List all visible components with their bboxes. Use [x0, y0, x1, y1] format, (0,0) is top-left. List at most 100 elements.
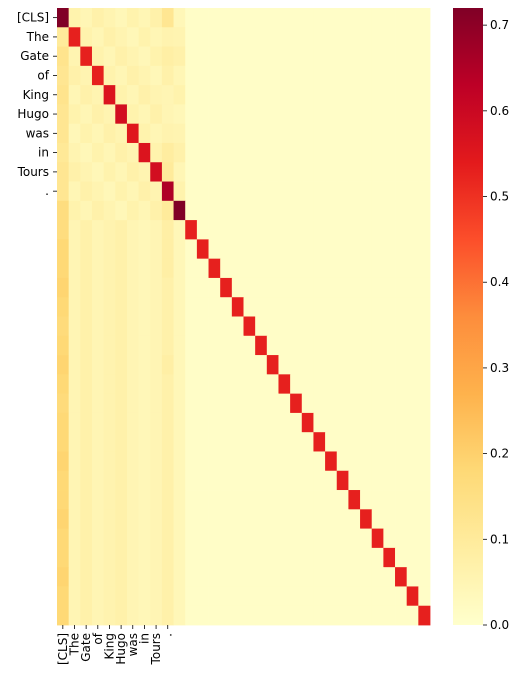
heatmap-cell	[348, 335, 361, 356]
heatmap-cell	[348, 605, 361, 626]
heatmap-cell	[278, 355, 291, 375]
heatmap-cell	[220, 470, 233, 491]
heatmap-cell	[383, 46, 396, 67]
heatmap-cell	[395, 316, 408, 337]
heatmap-cell	[115, 605, 128, 626]
heatmap-cell	[348, 85, 361, 105]
heatmap-cell	[208, 162, 221, 182]
heatmap-cell	[150, 374, 163, 395]
heatmap-cell	[418, 509, 431, 529]
heatmap-cell	[360, 490, 373, 510]
heatmap-cell	[406, 412, 419, 433]
heatmap-cell	[115, 432, 128, 452]
heatmap-cell	[383, 547, 396, 568]
heatmap-cell	[173, 85, 186, 105]
heatmap-cell	[313, 335, 326, 356]
heatmap-cell	[173, 335, 186, 356]
heatmap-cell	[57, 567, 70, 587]
heatmap-cell	[57, 432, 70, 452]
heatmap-cell	[138, 142, 151, 163]
heatmap-cell	[383, 258, 396, 279]
heatmap-cell	[290, 605, 303, 626]
heatmap-cell	[348, 509, 361, 529]
heatmap-cell	[371, 567, 384, 587]
heatmap-cell	[173, 65, 186, 86]
heatmap-cell	[255, 65, 268, 86]
heatmap-cell	[57, 470, 70, 491]
heatmap-cell	[138, 297, 151, 317]
heatmap-cell	[290, 162, 303, 182]
heatmap-cell	[406, 316, 419, 337]
heatmap-cell	[161, 567, 174, 587]
heatmap-cell	[185, 451, 198, 472]
heatmap-cell	[406, 297, 419, 317]
heatmap-cell	[57, 85, 70, 105]
heatmap-cell	[348, 432, 361, 452]
colorbar-tick-label: 0.3	[490, 361, 509, 375]
x-tick-label: Tours	[149, 633, 163, 665]
heatmap-cell	[103, 220, 116, 240]
heatmap-cell	[336, 27, 349, 47]
heatmap-cell	[150, 258, 163, 279]
heatmap-cell	[266, 200, 279, 221]
heatmap-cell	[418, 451, 431, 472]
heatmap-cell	[57, 316, 70, 337]
heatmap-cell	[150, 239, 163, 260]
heatmap-cell	[336, 181, 349, 202]
heatmap-cell	[126, 8, 139, 28]
heatmap-cell	[290, 316, 303, 337]
heatmap-cell	[185, 297, 198, 317]
heatmap-cell	[406, 162, 419, 182]
heatmap-cell	[161, 355, 174, 375]
heatmap-cell	[255, 46, 268, 67]
heatmap-cell	[348, 547, 361, 568]
heatmap-cell	[115, 277, 128, 298]
heatmap-cell	[138, 509, 151, 529]
heatmap-cell	[150, 8, 163, 28]
heatmap-cell	[220, 277, 233, 298]
heatmap-cell	[57, 8, 70, 28]
heatmap-cell	[91, 567, 105, 587]
heatmap-cell	[406, 181, 419, 202]
heatmap-cell	[325, 162, 338, 182]
heatmap-cell	[138, 277, 151, 298]
heatmap-cell	[57, 181, 70, 202]
heatmap-cell	[57, 528, 70, 549]
heatmap-cell	[173, 277, 186, 298]
heatmap-cell	[325, 432, 338, 452]
heatmap-cell	[126, 470, 139, 491]
heatmap-cell	[80, 567, 93, 587]
heatmap-cell	[126, 277, 139, 298]
heatmap-cell	[418, 412, 431, 433]
heatmap-cell	[115, 27, 128, 47]
heatmap-cell	[138, 374, 151, 395]
heatmap-cell	[371, 490, 384, 510]
heatmap-cell	[57, 335, 70, 356]
heatmap-cell	[406, 355, 419, 375]
heatmap-cell	[290, 451, 303, 472]
heatmap-cell	[243, 412, 256, 433]
heatmap-cell	[336, 374, 349, 395]
heatmap-cell	[290, 335, 303, 356]
y-tick-label: of	[37, 68, 49, 82]
heatmap-cells	[57, 8, 431, 626]
heatmap-cell	[395, 567, 408, 587]
heatmap-cell	[196, 470, 209, 491]
heatmap-cell	[161, 200, 174, 221]
heatmap-cell	[383, 277, 396, 298]
heatmap-cell	[348, 451, 361, 472]
heatmap-cell	[406, 46, 419, 67]
heatmap-cell	[301, 123, 314, 144]
heatmap-cell	[126, 412, 139, 433]
heatmap-cell	[243, 181, 256, 202]
heatmap-cell	[371, 470, 384, 491]
heatmap-cell	[255, 123, 268, 144]
y-tick-label: King	[23, 88, 49, 102]
heatmap-cell	[348, 8, 361, 28]
heatmap-cell	[220, 123, 233, 144]
heatmap-cell	[220, 335, 233, 356]
heatmap-cell	[80, 547, 93, 568]
heatmap-cell	[278, 200, 291, 221]
heatmap-cell	[395, 104, 408, 125]
x-tick-label: in	[137, 633, 151, 644]
